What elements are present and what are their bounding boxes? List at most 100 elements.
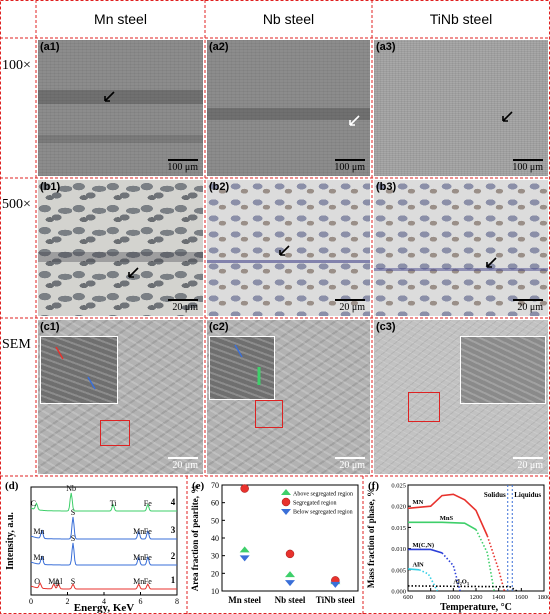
peak-label: Mn	[133, 577, 144, 586]
x-tick-label: 1000	[447, 594, 460, 601]
peak-label: C	[31, 499, 36, 508]
y-tick-label: 0.025	[391, 483, 406, 490]
panel-label-c3: (c3)	[376, 321, 396, 333]
data-point	[330, 581, 341, 588]
peak-label: S	[71, 508, 75, 517]
x-tick-label: 1600	[515, 594, 528, 601]
scale-bar-a3: 100 μm	[512, 159, 543, 173]
phase-label: MN	[413, 499, 424, 506]
panel-label-f: (f)	[368, 480, 379, 492]
micrograph-c3: (c3) 20 μm	[374, 320, 548, 474]
phase-line-dotted	[475, 529, 495, 592]
y-tick-label: 30	[211, 552, 219, 561]
micrograph-a1: (a1) 100 μm	[38, 40, 203, 176]
panel-label-a1: (a1)	[40, 41, 60, 53]
scale-bar-a2: 100 μm	[334, 159, 365, 173]
arrow-icon	[55, 346, 64, 360]
y-tick-label: 70	[211, 481, 219, 490]
y-tick-label: 0.005	[391, 567, 406, 574]
x-tick-label: 1400	[492, 594, 505, 601]
sem-inset-c3	[460, 336, 546, 404]
peak-label: Mn	[33, 553, 44, 562]
data-point	[285, 580, 295, 587]
scale-bar-b2: 20 μm	[335, 299, 365, 313]
scale-bar-b1: 20 μm	[168, 299, 198, 313]
column-header-nb: Nb steel	[262, 11, 315, 27]
legend-label: Below segregated region	[293, 510, 353, 516]
data-point	[285, 571, 295, 578]
peak-label: Mg	[48, 577, 59, 586]
peak-label: Mn	[133, 527, 144, 536]
y-axis-label: Mass fraction of phase, %	[366, 488, 376, 588]
region-box-c2	[255, 400, 283, 428]
x-tick-label: 8	[175, 597, 179, 606]
y-axis-label: Intensity, a.u.	[5, 512, 16, 570]
y-axis-label: Area fraction of pearlite, %	[190, 485, 200, 592]
arrow-icon	[104, 91, 115, 102]
micrograph-a2: (a2) 100 μm	[207, 40, 370, 176]
arrow-icon	[502, 111, 513, 122]
x-tick-label: 4	[102, 597, 106, 606]
legend-marker	[281, 497, 291, 507]
micrograph-b3: (b3) 20 μm	[374, 180, 548, 316]
category-label: Mn steel	[228, 595, 261, 605]
column-header-tinb: TiNb steel	[429, 11, 493, 27]
panel-label-b3: (b3)	[376, 181, 397, 193]
peak-label: Fe	[144, 553, 152, 562]
y-tick-label: 40	[211, 534, 219, 543]
peak-label: Mn	[133, 553, 144, 562]
sem-inset-c1	[40, 336, 118, 404]
scale-bar-c3: 20 μm	[513, 457, 543, 471]
scale-bar-a1: 100 μm	[167, 159, 198, 173]
x-tick-label: 0	[29, 597, 33, 606]
panel-label-b1: (b1)	[40, 181, 61, 193]
peak-label: O	[34, 577, 40, 586]
region-box-c3	[408, 392, 440, 422]
phase-label: M(C,N)	[413, 542, 434, 549]
spectrum-number-4: 4	[171, 497, 176, 507]
peak-label: Fe	[144, 577, 152, 586]
arrow-icon	[349, 115, 360, 126]
panel-label-c2: (c2)	[209, 321, 229, 333]
arrow-icon	[128, 267, 139, 278]
chart-pearlite-fraction: (e) 10 20 30 40 50 60 70 Mn steel Nb steel TiNb s…	[190, 480, 359, 605]
peak-label: S	[71, 534, 75, 543]
data-point	[239, 546, 250, 553]
micrograph-b2: (b2) 20 μm	[207, 180, 370, 316]
phase-label: MnS	[440, 515, 454, 522]
scale-bar-c1: 20 μm	[168, 457, 198, 471]
data-point	[240, 484, 249, 493]
phase-label: AlN	[413, 561, 425, 568]
scale-bar-b3: 20 μm	[513, 299, 543, 313]
peak-label: Nb	[66, 484, 76, 493]
x-axis-label: Temperature, °C	[440, 602, 512, 613]
legend-label: Segregated region	[293, 501, 336, 507]
x-tick-label: 1200	[470, 594, 483, 601]
y-tick-label: 0.015	[391, 525, 406, 532]
spectrum-line-4	[30, 492, 177, 512]
peak-label: S	[71, 577, 75, 586]
data-point	[285, 549, 295, 559]
panel-label-c1: (c1)	[40, 321, 60, 333]
y-tick-label: 50	[211, 516, 219, 525]
panel-label-e: (e)	[192, 480, 205, 492]
x-tick-label: 2	[66, 597, 70, 606]
phase-line	[407, 568, 420, 571]
micrograph-c1: (c1) 20 μm	[38, 320, 203, 474]
x-tick-label: 1800	[538, 594, 550, 601]
phase-label: Al₂O₃	[453, 578, 469, 585]
legend-marker	[281, 509, 291, 515]
x-tick-label: 6	[139, 597, 143, 606]
x-tick-label: 800	[426, 594, 436, 601]
peak-label: Fe	[144, 499, 152, 508]
phase-line	[407, 493, 489, 537]
region-box-c1	[100, 420, 130, 446]
panel-label-a2: (a2)	[209, 41, 229, 53]
peak-label: Ti	[110, 499, 118, 508]
arrow-icon	[279, 245, 290, 256]
chart-phase-fraction: (f) 600 800 1000 1200 1400 1600 1800 0.000 0.005…	[366, 480, 550, 613]
spectrum-number-2: 2	[171, 551, 176, 561]
phase-line-dotted	[486, 535, 506, 592]
y-tick-label: 10	[211, 587, 219, 596]
y-tick-label: 20	[211, 569, 219, 578]
